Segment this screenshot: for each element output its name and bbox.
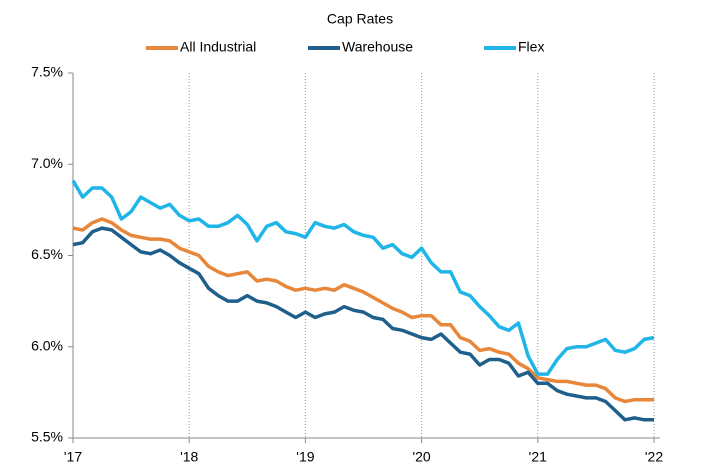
x-tick-label: '20 bbox=[412, 449, 430, 465]
legend-label: All Industrial bbox=[180, 39, 256, 55]
y-tick-label: 5.5% bbox=[31, 429, 63, 445]
x-tick-label: '19 bbox=[296, 449, 314, 465]
x-tick-label: '17 bbox=[64, 449, 82, 465]
series-line bbox=[72, 217, 654, 404]
y-tick-label: 6.5% bbox=[31, 246, 63, 262]
chart-title: Cap Rates bbox=[327, 11, 393, 27]
series-line bbox=[72, 226, 654, 422]
y-tick-label: 7.0% bbox=[31, 155, 63, 171]
x-tick-label: '21 bbox=[529, 449, 547, 465]
legend-label: Warehouse bbox=[342, 39, 413, 55]
x-tick-label: '18 bbox=[180, 449, 198, 465]
y-tick-label: 6.0% bbox=[31, 337, 63, 353]
y-tick-label: 7.5% bbox=[31, 64, 63, 80]
x-tick-label: '22 bbox=[645, 449, 663, 465]
legend-label: Flex bbox=[518, 39, 544, 55]
series-line bbox=[71, 179, 655, 376]
